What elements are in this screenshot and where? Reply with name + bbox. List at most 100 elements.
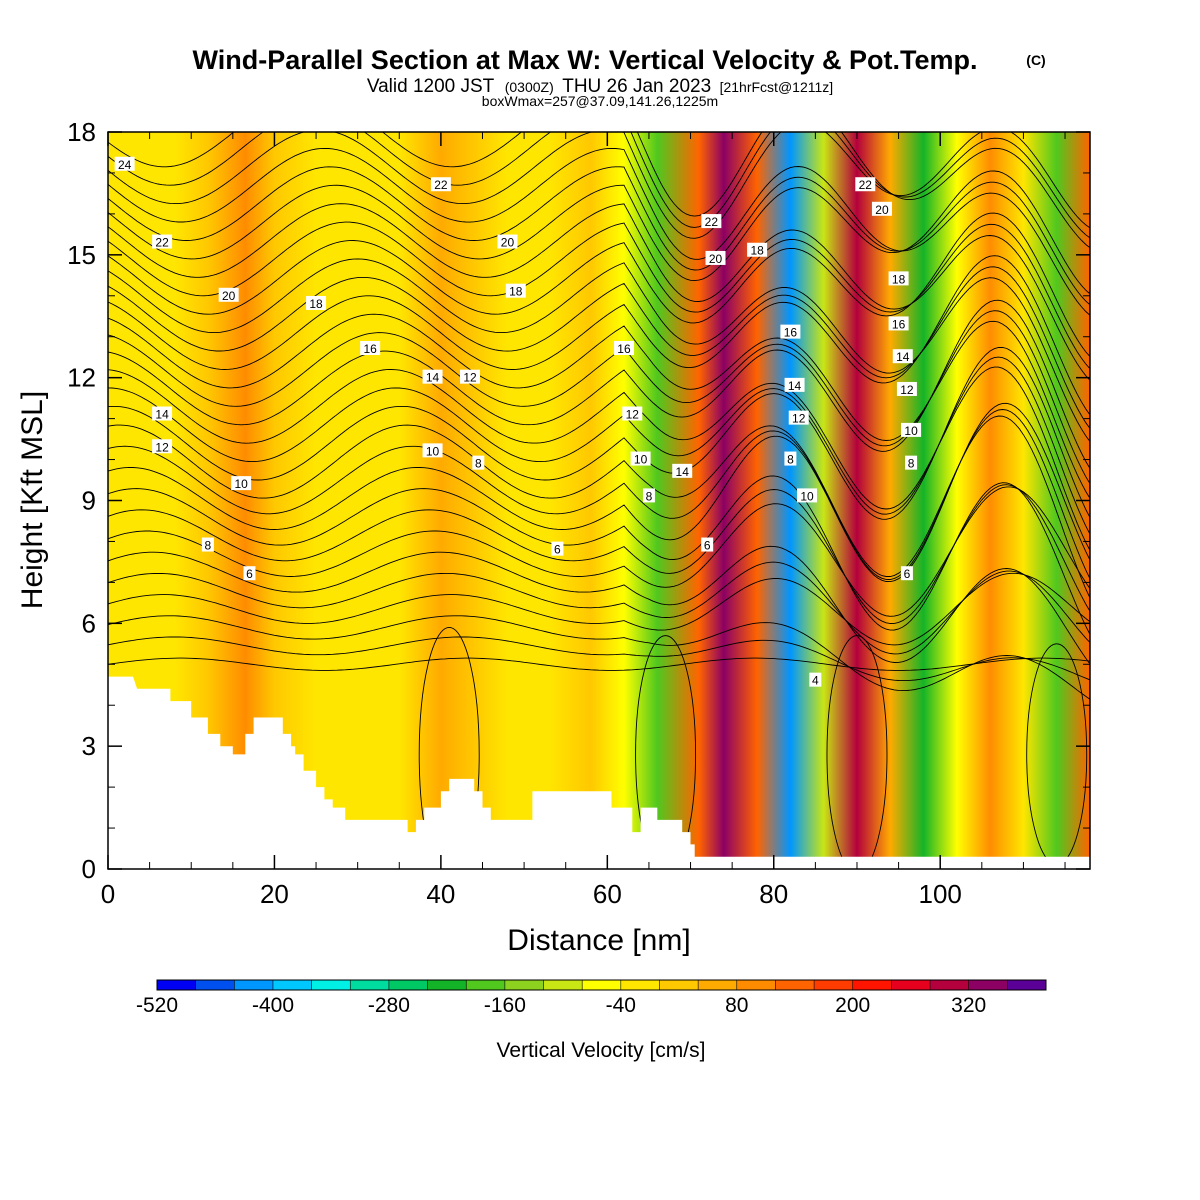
theta-isentrope — [108, 402, 1090, 583]
theta-isentrope — [108, 657, 1090, 671]
theta-isentrope — [108, 221, 1090, 369]
colorbar-swatch — [852, 980, 892, 990]
theta-label: 14 — [152, 406, 173, 422]
svg-text:24: 24 — [118, 158, 132, 172]
theta-label: 4 — [809, 672, 822, 688]
x-tick-label: 100 — [919, 879, 962, 909]
svg-text:20: 20 — [222, 289, 236, 303]
svg-text:18: 18 — [750, 244, 764, 258]
theta-isentrope — [108, 572, 1090, 646]
colorbar-tick-label: 200 — [835, 994, 870, 1017]
terrain-mask — [108, 676, 1090, 869]
svg-text:18: 18 — [892, 272, 906, 286]
theta-label: 8 — [201, 537, 214, 553]
y-tick-label: 18 — [67, 117, 96, 147]
theta-label: 16 — [780, 324, 801, 340]
colorbar-swatch — [234, 980, 274, 990]
colorbar-swatch — [350, 980, 390, 990]
svg-text:8: 8 — [787, 453, 794, 467]
theta-isentrope — [108, 313, 1090, 499]
colorbar-swatch — [968, 980, 1008, 990]
x-tick-label: 60 — [593, 879, 622, 909]
valid-date: THU 26 Jan 2023 — [562, 76, 711, 97]
theta-label: 14 — [784, 377, 805, 393]
y-tick-label: 9 — [82, 486, 96, 516]
colorbar-swatch — [620, 980, 660, 990]
theta-isentrope — [108, 132, 1090, 249]
colorbar: -520 -400 -280 -160 -40 80 200 320 — [136, 979, 1047, 1017]
colorbar-swatch — [388, 980, 429, 990]
svg-text:8: 8 — [475, 457, 482, 471]
valid-time: Valid 1200 JST — [367, 76, 495, 97]
colorbar-tick-label: 320 — [951, 994, 986, 1017]
svg-text:8: 8 — [908, 457, 915, 471]
svg-text:18: 18 — [509, 285, 523, 299]
theta-label: 20 — [871, 201, 892, 217]
theta-label: 14 — [422, 369, 443, 385]
colorbar-swatch — [466, 980, 506, 990]
colorbar-swatch — [582, 980, 622, 990]
svg-text:20: 20 — [709, 252, 723, 266]
colorbar-swatch — [195, 980, 235, 990]
theta-label: 18 — [888, 271, 909, 286]
svg-text:6: 6 — [904, 567, 911, 581]
y-tick-label: 0 — [82, 854, 96, 884]
svg-text:18: 18 — [309, 297, 323, 311]
y-axis-label: Height [Kft MSL] — [16, 391, 49, 609]
svg-text:20: 20 — [875, 203, 889, 217]
theta-label: 14 — [892, 349, 913, 364]
svg-text:12: 12 — [463, 371, 477, 385]
theta-isentrope — [108, 170, 1090, 295]
theta-label: 10 — [630, 451, 651, 467]
y-tick-label: 3 — [82, 731, 96, 761]
y-tick-label: 15 — [67, 240, 96, 270]
theta-label: 6 — [701, 537, 714, 553]
y-tick-label: 6 — [82, 608, 96, 638]
colorbar-swatch — [427, 980, 467, 990]
theta-isentrope — [108, 415, 1090, 599]
theta-label: 24 — [114, 156, 135, 172]
svg-text:12: 12 — [155, 440, 169, 454]
colorbar-swatch — [273, 980, 313, 990]
svg-text:22: 22 — [705, 215, 719, 229]
x-tick-label: 80 — [759, 879, 788, 909]
colorbar-title: Vertical Velocity [cm/s] — [497, 1039, 706, 1062]
theta-isentrope — [108, 615, 1090, 700]
theta-label: 6 — [243, 566, 256, 581]
svg-text:14: 14 — [788, 379, 802, 393]
box-max-info: boxWmax=257@37.09,141.26,1225m — [482, 93, 718, 109]
x-axis-ticks: 0 20 40 60 80 100 — [101, 132, 1066, 909]
theta-label: 14 — [672, 463, 693, 479]
theta-label: 20 — [705, 250, 726, 266]
theta-label: 20 — [497, 234, 518, 250]
theta-label: 10 — [797, 488, 818, 503]
svg-text:10: 10 — [800, 489, 814, 503]
theta-label: 10 — [231, 476, 252, 491]
colorbar-swatch — [698, 980, 738, 990]
theta-label: 12 — [152, 439, 173, 454]
svg-text:14: 14 — [676, 465, 690, 479]
theta-label: 22 — [701, 214, 722, 229]
theta-label: 10 — [422, 443, 443, 458]
colorbar-swatch — [311, 980, 351, 990]
theta-isentrope — [108, 366, 1090, 551]
colorbar-tick-label: 80 — [725, 994, 748, 1017]
svg-text:14: 14 — [896, 350, 910, 364]
copyright-mark: (C) — [1026, 52, 1045, 68]
theta-label: 20 — [218, 287, 239, 303]
theta-isentrope — [418, 627, 480, 869]
theta-label: 10 — [901, 422, 922, 438]
svg-text:8: 8 — [205, 539, 212, 553]
theta-label: 12 — [622, 406, 643, 422]
svg-text:12: 12 — [792, 412, 806, 426]
theta-isentrope — [108, 484, 1090, 624]
svg-text:16: 16 — [363, 342, 377, 356]
chart-subtitle: Valid 1200 JST (0300Z) THU 26 Jan 2023 [… — [367, 76, 833, 97]
theta-label: 6 — [551, 541, 564, 557]
theta-label: 12 — [896, 381, 917, 397]
svg-text:22: 22 — [859, 178, 873, 192]
svg-text:16: 16 — [784, 326, 798, 340]
theta-isentrope — [826, 635, 888, 869]
